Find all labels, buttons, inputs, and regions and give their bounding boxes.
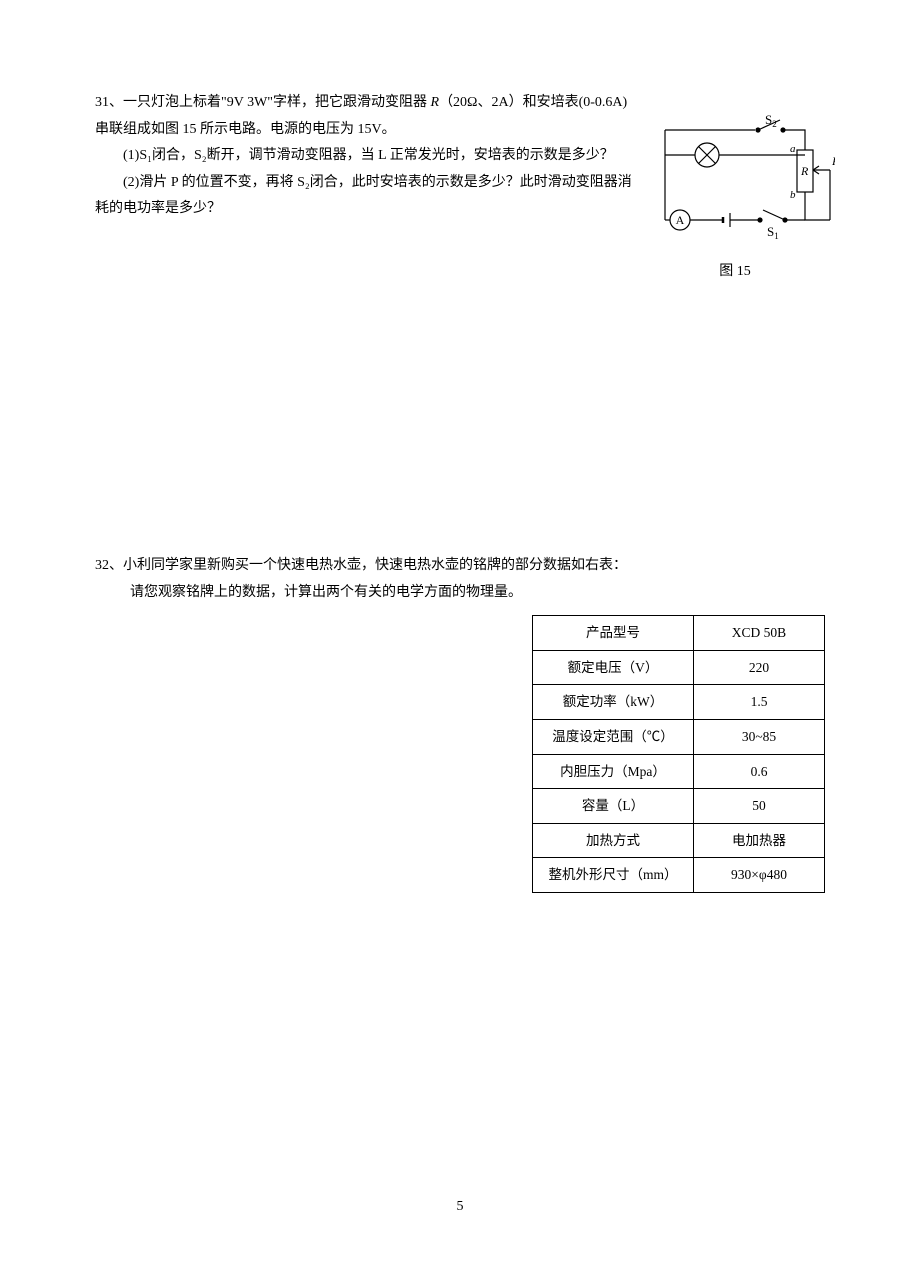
q32-line2: 请您观察铭牌上的数据，计算出两个有关的电学方面的物理量。: [95, 580, 825, 607]
s1-label: S1: [767, 224, 779, 240]
circuit-diagram: a b R P: [635, 110, 835, 240]
r-label: R: [800, 164, 809, 178]
node-b-label: b: [790, 189, 796, 201]
table-label: 整机外形尺寸（mm）: [533, 858, 694, 893]
table-label: 额定电压（V）: [533, 650, 694, 685]
q31-sub1: (1)S₁闭合，S₂断开，调节滑动变阻器，当 L 正常发光时，安培表的示数是多少…: [95, 143, 635, 170]
q31-r-symbol: R: [431, 95, 440, 110]
s2-label: S2: [765, 112, 777, 129]
table-row: 整机外形尺寸（mm）930×φ480: [533, 858, 825, 893]
q31-number: 31、: [95, 95, 123, 110]
q31-text-block: 31、一只灯泡上标着"9V 3W"字样，把它跟滑动变阻器 R（20Ω、2A）和安…: [95, 90, 635, 223]
table-row: 额定电压（V）220: [533, 650, 825, 685]
question-31: 31、一只灯泡上标着"9V 3W"字样，把它跟滑动变阻器 R（20Ω、2A）和安…: [95, 90, 825, 223]
ammeter-label: A: [676, 213, 685, 227]
table-row: 内胆压力（Mpa）0.6: [533, 754, 825, 789]
table-value: 0.6: [694, 754, 825, 789]
table-value: 50: [694, 789, 825, 824]
table-row: 产品型号XCD 50B: [533, 615, 825, 650]
table-label: 产品型号: [533, 615, 694, 650]
circuit-diagram-wrap: a b R P: [635, 110, 835, 285]
q31-sub2: (2)滑片 P 的位置不变，再将 S₂闭合，此时安培表的示数是多少？此时滑动变阻…: [95, 170, 635, 223]
table-label: 内胆压力（Mpa）: [533, 754, 694, 789]
table-row: 额定功率（kW）1.5: [533, 685, 825, 720]
table-row: 加热方式电加热器: [533, 823, 825, 858]
q32-number: 32、: [95, 558, 123, 573]
question-32: 32、小利同学家里新购买一个快速电热水壶，快速电热水壶的铭牌的部分数据如右表： …: [95, 553, 825, 606]
table-label: 温度设定范围（℃）: [533, 719, 694, 754]
page-number: 5: [0, 1199, 920, 1215]
circuit-wires: a b R P: [665, 120, 835, 230]
q31-main: 一只灯泡上标着"9V 3W"字样，把它跟滑动变阻器: [123, 95, 431, 110]
table-row: 温度设定范围（℃）30~85: [533, 719, 825, 754]
diagram-caption: 图 15: [635, 259, 835, 286]
q32-line1-wrap: 32、小利同学家里新购买一个快速电热水壶，快速电热水壶的铭牌的部分数据如右表：: [95, 553, 825, 580]
table-row: 容量（L）50: [533, 789, 825, 824]
table-value: XCD 50B: [694, 615, 825, 650]
table-value: 930×φ480: [694, 858, 825, 893]
p-label: P: [831, 154, 835, 168]
table-label: 容量（L）: [533, 789, 694, 824]
spec-table-body: 产品型号XCD 50B 额定电压（V）220 额定功率（kW）1.5 温度设定范…: [533, 615, 825, 892]
page: 31、一只灯泡上标着"9V 3W"字样，把它跟滑动变阻器 R（20Ω、2A）和安…: [0, 0, 920, 606]
spec-table: 产品型号XCD 50B 额定电压（V）220 额定功率（kW）1.5 温度设定范…: [532, 615, 825, 893]
table-value: 30~85: [694, 719, 825, 754]
table-value: 1.5: [694, 685, 825, 720]
table-value: 电加热器: [694, 823, 825, 858]
table-value: 220: [694, 650, 825, 685]
q32-line1: 小利同学家里新购买一个快速电热水壶，快速电热水壶的铭牌的部分数据如右表：: [123, 558, 627, 573]
node-a-label: a: [790, 143, 796, 155]
table-label: 加热方式: [533, 823, 694, 858]
table-label: 额定功率（kW）: [533, 685, 694, 720]
